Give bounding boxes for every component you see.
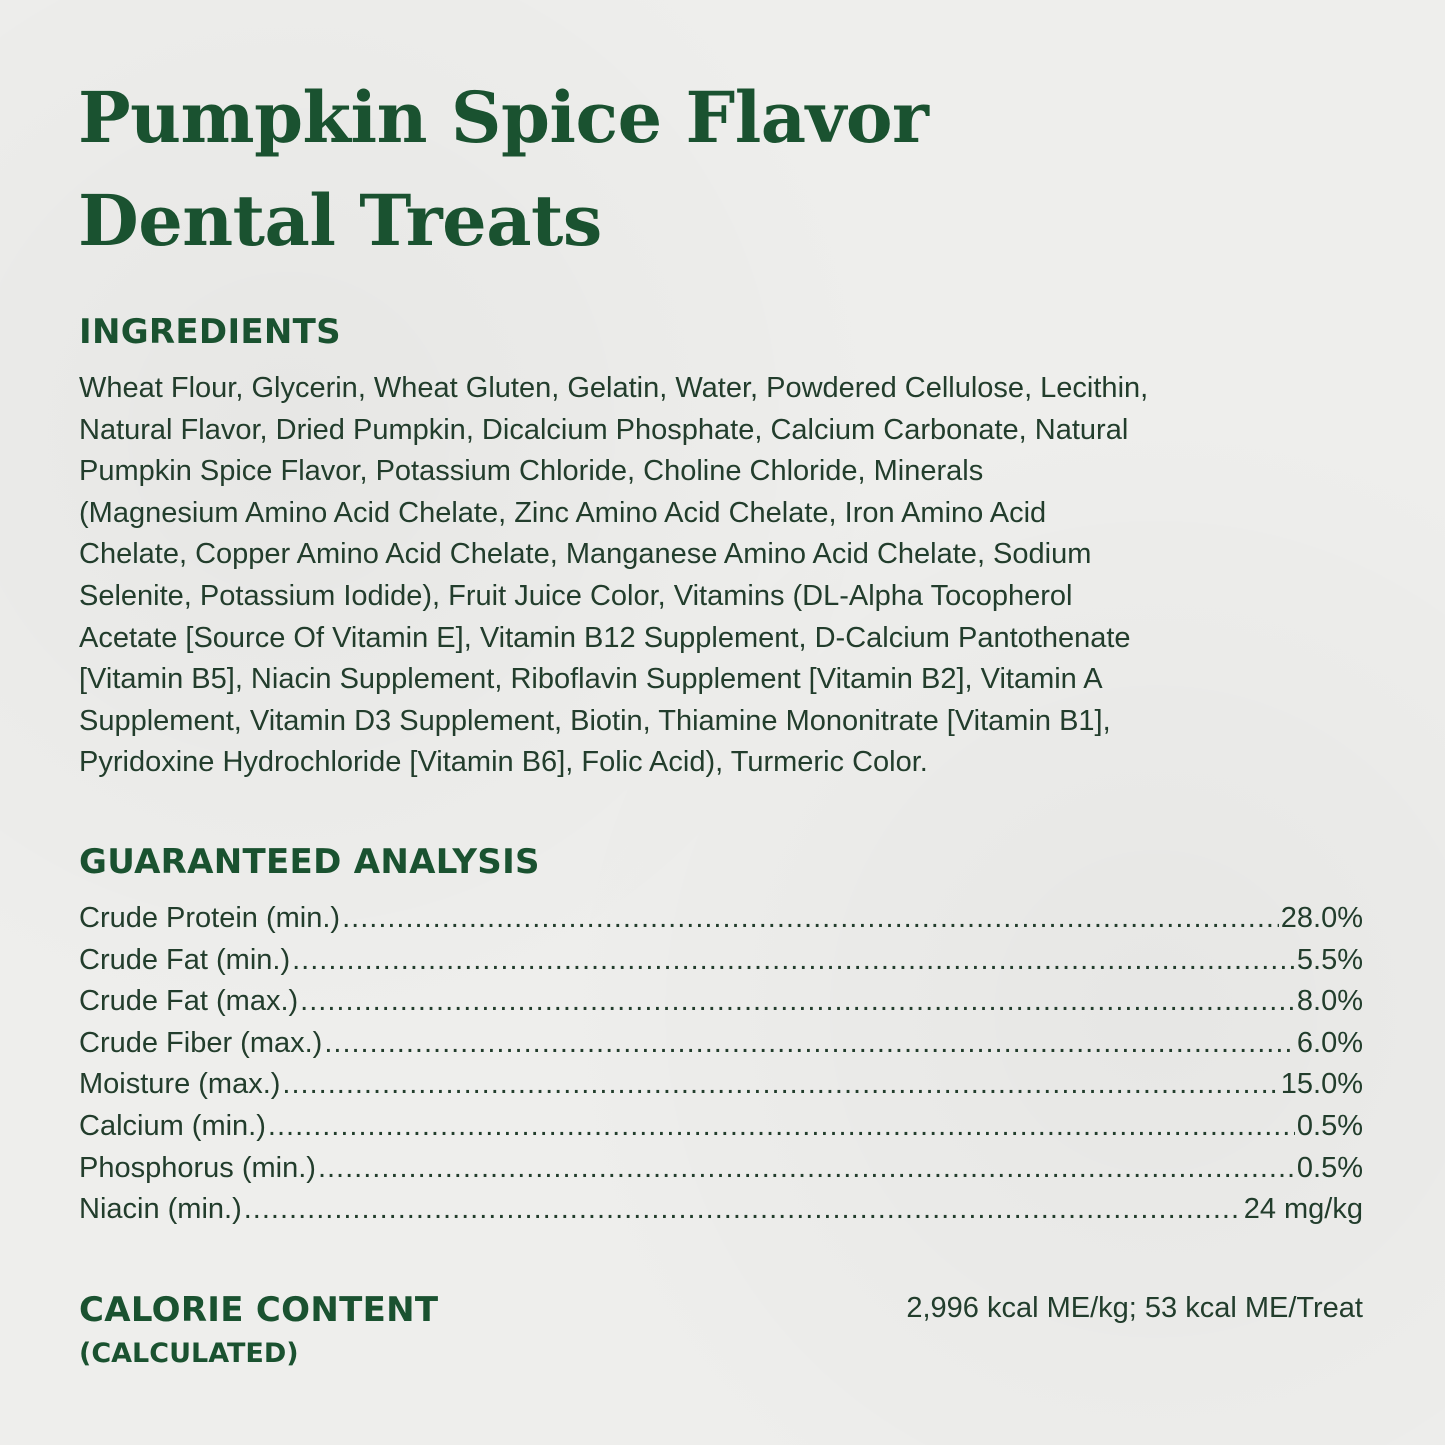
analysis-row: Crude Fat (max.) 8.0% bbox=[79, 981, 1363, 1023]
ingredients-line: Pumpkin Spice Flavor, Potassium Chloride… bbox=[79, 455, 984, 488]
dot-leader bbox=[300, 981, 1295, 1023]
analysis-value: 6.0% bbox=[1296, 1026, 1363, 1059]
analysis-label: Crude Fat (max.) bbox=[79, 985, 299, 1018]
analysis-row: Crude Fat (min.) 5.5% bbox=[79, 940, 1363, 982]
analysis-row: Phosphorus (min.) 0.5% bbox=[79, 1148, 1363, 1190]
analysis-label: Crude Protein (min.) bbox=[79, 902, 341, 934]
analysis-row: Moisture (max.) 15.0% bbox=[79, 1064, 1363, 1106]
ingredients-line: Natural Flavor, Dried Pumpkin, Dicalcium… bbox=[79, 413, 1129, 446]
analysis-label: Crude Fat (min.) bbox=[79, 943, 291, 976]
ingredients-line: Supplement, Vitamin D3 Supplement, Bioti… bbox=[79, 704, 1111, 737]
dot-leader bbox=[324, 1023, 1295, 1065]
dot-leader bbox=[268, 1106, 1295, 1148]
analysis-row: Niacin (min.) 24 mg/kg bbox=[79, 1189, 1363, 1231]
analysis-value: 8.0% bbox=[1296, 985, 1363, 1018]
analysis-value: 24 mg/kg bbox=[1243, 1193, 1363, 1226]
ingredients-line: Wheat Flour, Glycerin, Wheat Gluten, Gel… bbox=[79, 372, 1149, 404]
dot-leader bbox=[318, 1148, 1295, 1190]
analysis-value: 28.0% bbox=[1280, 902, 1363, 934]
analysis-label: Moisture (max.) bbox=[79, 1068, 281, 1101]
dot-leader bbox=[244, 1189, 1242, 1231]
ingredients-line: [Vitamin B5], Niacin Supplement, Ribofla… bbox=[79, 663, 1103, 696]
analysis-heading: GUARANTEED ANALYSIS bbox=[79, 842, 540, 882]
dot-leader bbox=[282, 1064, 1278, 1106]
analysis-label: Calcium (min.) bbox=[79, 1109, 266, 1142]
analysis-row: Crude Protein (min.) 28.0% bbox=[79, 898, 1363, 940]
analysis-table: Crude Protein (min.) 28.0% Crude Fat (min.… bbox=[79, 898, 1363, 1231]
dot-leader bbox=[292, 940, 1295, 982]
analysis-label: Crude Fiber (max.) bbox=[79, 1026, 323, 1059]
ingredients-line: Pyridoxine Hydrochloride [Vitamin B6], F… bbox=[79, 746, 928, 779]
analysis-row: Crude Fiber (max.) 6.0% bbox=[79, 1023, 1363, 1065]
title-line-1: Pumpkin Spice Flavor bbox=[78, 76, 929, 159]
ingredients-line: Chelate, Copper Amino Acid Chelate, Mang… bbox=[79, 538, 1092, 571]
ingredients-line: Selenite, Potassium Iodide), Fruit Juice… bbox=[79, 579, 1073, 612]
ingredients-list: Wheat Flour, Glycerin, Wheat Gluten, Gel… bbox=[79, 368, 1148, 784]
title-line-2: Dental Treats bbox=[78, 179, 602, 262]
analysis-label: Niacin (min.) bbox=[79, 1193, 242, 1226]
dot-leader bbox=[342, 898, 1279, 940]
calorie-subheading: (CALCULATED) bbox=[79, 1338, 299, 1369]
analysis-value: 0.5% bbox=[1296, 1109, 1363, 1142]
analysis-value: 0.5% bbox=[1296, 1151, 1363, 1184]
analysis-value: 5.5% bbox=[1296, 943, 1363, 976]
ingredients-line: Acetate [Source Of Vitamin E], Vitamin B… bbox=[79, 621, 1131, 654]
product-title: Pumpkin Spice Flavor Dental Treats bbox=[78, 66, 929, 272]
analysis-row: Calcium (min.) 0.5% bbox=[79, 1106, 1363, 1148]
analysis-label: Phosphorus (min.) bbox=[79, 1151, 316, 1184]
ingredients-heading: INGREDIENTS bbox=[79, 312, 341, 352]
calorie-heading: CALORIE CONTENT bbox=[79, 1290, 439, 1330]
analysis-value: 15.0% bbox=[1280, 1068, 1363, 1101]
ingredients-line: (Magnesium Amino Acid Chelate, Zinc Amin… bbox=[79, 496, 1047, 529]
calorie-value: 2,996 kcal ME/kg; 53 kcal ME/Treat bbox=[906, 1292, 1363, 1324]
